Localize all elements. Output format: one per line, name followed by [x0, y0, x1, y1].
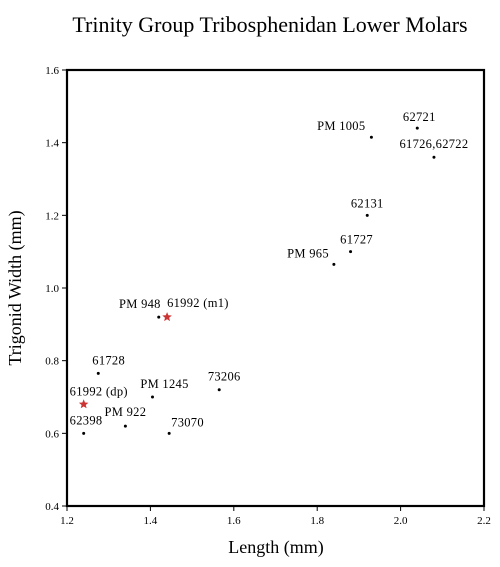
y-tick-label: 1.2	[45, 210, 59, 222]
x-tick-label: 1.4	[144, 515, 158, 527]
point-label: 73070	[171, 415, 204, 429]
dot-marker	[349, 250, 353, 254]
point-label: 61992 (m1)	[167, 296, 229, 310]
x-axis-label: Length (mm)	[228, 537, 323, 558]
point-label: 61726,62722	[399, 137, 468, 151]
dot-marker	[157, 315, 161, 319]
data-points: 62721 PM 1005 61726,62722 62131 61727 PM 965 P…	[70, 110, 468, 435]
point-label: 61992 (dp)	[70, 384, 128, 398]
dot-marker	[96, 371, 100, 375]
plot-frame	[65, 68, 486, 508]
dot-marker	[369, 135, 373, 139]
point-label: 73206	[208, 370, 241, 384]
chart-title: Trinity Group Tribosphenidan Lower Molar…	[72, 12, 467, 37]
x-tick-label: 1.8	[310, 515, 324, 527]
point-label: PM 1005	[317, 119, 365, 133]
dot-marker	[82, 431, 86, 435]
y-tick-label: 0.8	[45, 356, 59, 368]
y-tick-label: 1.4	[45, 138, 59, 150]
y-tick-label: 1.0	[45, 283, 59, 295]
dot-marker	[415, 126, 419, 130]
point-label: PM 965	[287, 246, 329, 260]
dot-marker	[432, 155, 436, 159]
dot-marker	[167, 431, 171, 435]
y-tick-label: 0.4	[45, 501, 59, 513]
point-label: PM 1245	[140, 377, 188, 391]
dot-marker	[217, 388, 221, 392]
star-marker	[78, 399, 89, 409]
point-label: 61727	[340, 233, 373, 247]
point-label: 62131	[351, 196, 384, 210]
y-axis-label: Trigonid Width (mm)	[5, 210, 26, 365]
x-tick-label: 1.2	[60, 515, 74, 527]
x-tick-label: 1.6	[227, 515, 241, 527]
x-tick-label: 2.0	[394, 515, 408, 527]
point-label: 62721	[403, 110, 436, 124]
y-tick-label: 1.6	[45, 65, 59, 77]
axis-ticks: 1.2 1.4 1.6 1.8 2.0 2.2 0.4 0.6 0.8 1.0 1.2 1.4 1.6	[45, 65, 491, 527]
dot-marker	[123, 424, 127, 428]
dot-marker	[332, 262, 336, 266]
dot-marker	[365, 213, 369, 217]
y-tick-label: 0.6	[45, 428, 59, 440]
point-label: 62398	[70, 413, 103, 427]
point-label: PM 948	[119, 297, 161, 311]
star-marker	[162, 312, 172, 322]
point-label: 61728	[92, 353, 125, 367]
x-tick-label: 2.2	[477, 515, 491, 527]
dot-marker	[150, 395, 154, 399]
point-label: PM 922	[105, 405, 147, 419]
